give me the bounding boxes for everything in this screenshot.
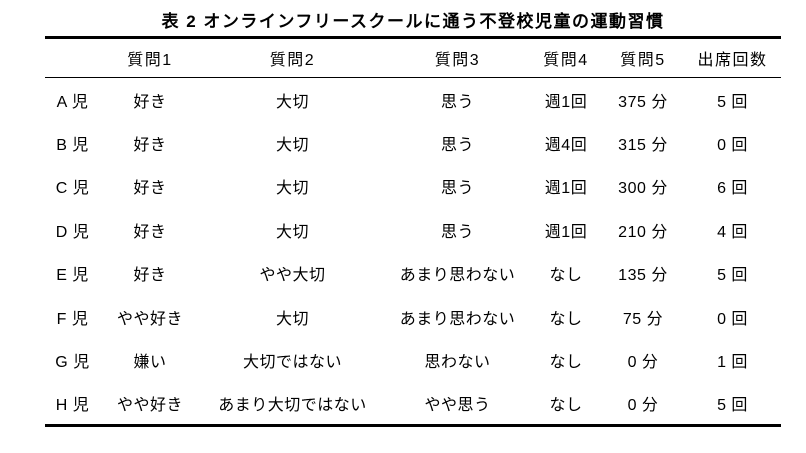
cell-q1: 好き (133, 223, 167, 241)
cell-q1: 好き (133, 267, 167, 285)
table-caption: 表 2 オンラインフリースクールに通う不登校児童の運動習慣 (161, 12, 665, 31)
row-label: F 児 (56, 310, 89, 328)
cell-q3: 思わない (424, 354, 491, 372)
row-label: E 児 (56, 267, 89, 285)
cell-q3: あまり思わない (399, 267, 516, 285)
cell-q1: 好き (133, 93, 167, 111)
cell-attendance: 6 回 (717, 180, 748, 198)
cell-q5: 0 分 (627, 397, 659, 414)
cell-q5: 135 分 (618, 267, 668, 285)
header-row: 質問1 質問2 質問3 質問4 質問5 出席回数 (45, 38, 781, 78)
cell-q5: 210 分 (618, 223, 668, 241)
cell-q2: 大切 (275, 310, 309, 328)
cell-q3: やや思う (424, 397, 491, 414)
cell-q2: あまり大切ではない (218, 397, 367, 414)
column-header-q4: 質問4 (543, 52, 589, 69)
row-label: A 児 (56, 93, 89, 111)
cell-q4: なし (549, 267, 583, 285)
table-row: B 児 好き 大切 思う 週4回 315 分 0 回 (45, 121, 781, 165)
cell-q4: なし (549, 397, 583, 414)
cell-q5: 375 分 (618, 93, 668, 111)
row-label: G 児 (55, 354, 90, 372)
column-header-q3: 質問3 (434, 52, 481, 69)
cell-q5: 0 分 (627, 354, 659, 372)
cell-q3: 思う (440, 180, 474, 198)
cell-q2: 大切 (275, 180, 309, 198)
table-row: C 児 好き 大切 思う 週1回 300 分 6 回 (45, 165, 781, 209)
cell-q2: 大切 (275, 93, 309, 111)
cell-q4: 週1回 (544, 180, 588, 198)
table-row: H 児 やや好き あまり大切ではない やや思う なし 0 分 5 回 (45, 382, 781, 426)
column-header-attendance: 出席回数 (697, 52, 768, 69)
table-header: 質問1 質問2 質問3 質問4 質問5 出席回数 (45, 38, 781, 78)
cell-q3: 思う (440, 136, 474, 154)
table-row: G 児 嫌い 大切ではない 思わない なし 0 分 1 回 (45, 339, 781, 383)
cell-q4: なし (549, 354, 583, 372)
table-row: F 児 やや好き 大切 あまり思わない なし 75 分 0 回 (45, 295, 781, 339)
cell-q1: 好き (133, 180, 167, 198)
cell-attendance: 0 回 (717, 136, 748, 154)
column-header-q2: 質問2 (269, 52, 316, 69)
cell-q1: やや好き (116, 310, 183, 328)
cell-attendance: 0 回 (717, 310, 748, 328)
column-header-q5: 質問5 (620, 52, 666, 69)
table-row: E 児 好き やや大切 あまり思わない なし 135 分 5 回 (45, 252, 781, 296)
cell-q2: 大切 (275, 223, 309, 241)
cell-q3: あまり思わない (399, 310, 516, 328)
row-label: D 児 (55, 223, 90, 241)
cell-q3: 思う (440, 223, 474, 241)
cell-attendance: 1 回 (717, 354, 748, 372)
cell-q4: 週1回 (544, 93, 588, 111)
cell-q2: 大切 (275, 136, 309, 154)
cell-q5: 75 分 (622, 310, 664, 328)
row-label: H 児 (55, 397, 90, 414)
cell-q1: やや好き (116, 397, 183, 414)
table-row: D 児 好き 大切 思う 週1回 210 分 4 回 (45, 208, 781, 252)
cell-q5: 315 分 (618, 136, 668, 154)
cell-attendance: 5 回 (717, 267, 748, 285)
column-header-q1: 質問1 (127, 52, 173, 69)
cell-attendance: 5 回 (717, 93, 748, 111)
row-label: B 児 (56, 136, 89, 154)
cell-q4: なし (549, 310, 583, 328)
cell-q4: 週1回 (544, 223, 588, 241)
cell-q2: 大切ではない (242, 354, 342, 372)
data-table: 質問1 質問2 質問3 質問4 質問5 出席回数 A 児好き 大切 思う 週1回 375… (45, 36, 781, 427)
table-row: A 児 好き 大切 思う 週1回 375 分 5 回 (45, 78, 781, 122)
cell-q1: 好き (133, 136, 167, 154)
cell-q2: やや大切 (259, 267, 326, 285)
cell-attendance: 4 回 (717, 223, 748, 241)
row-label: C 児 (55, 180, 90, 198)
cell-q4: 週4回 (544, 136, 588, 154)
cell-q3: 思う (440, 93, 474, 111)
column-header-child (45, 38, 100, 78)
cell-attendance: 5 回 (717, 397, 748, 414)
cell-q1: 嫌い (133, 354, 167, 372)
cell-q5: 300 分 (618, 180, 668, 198)
